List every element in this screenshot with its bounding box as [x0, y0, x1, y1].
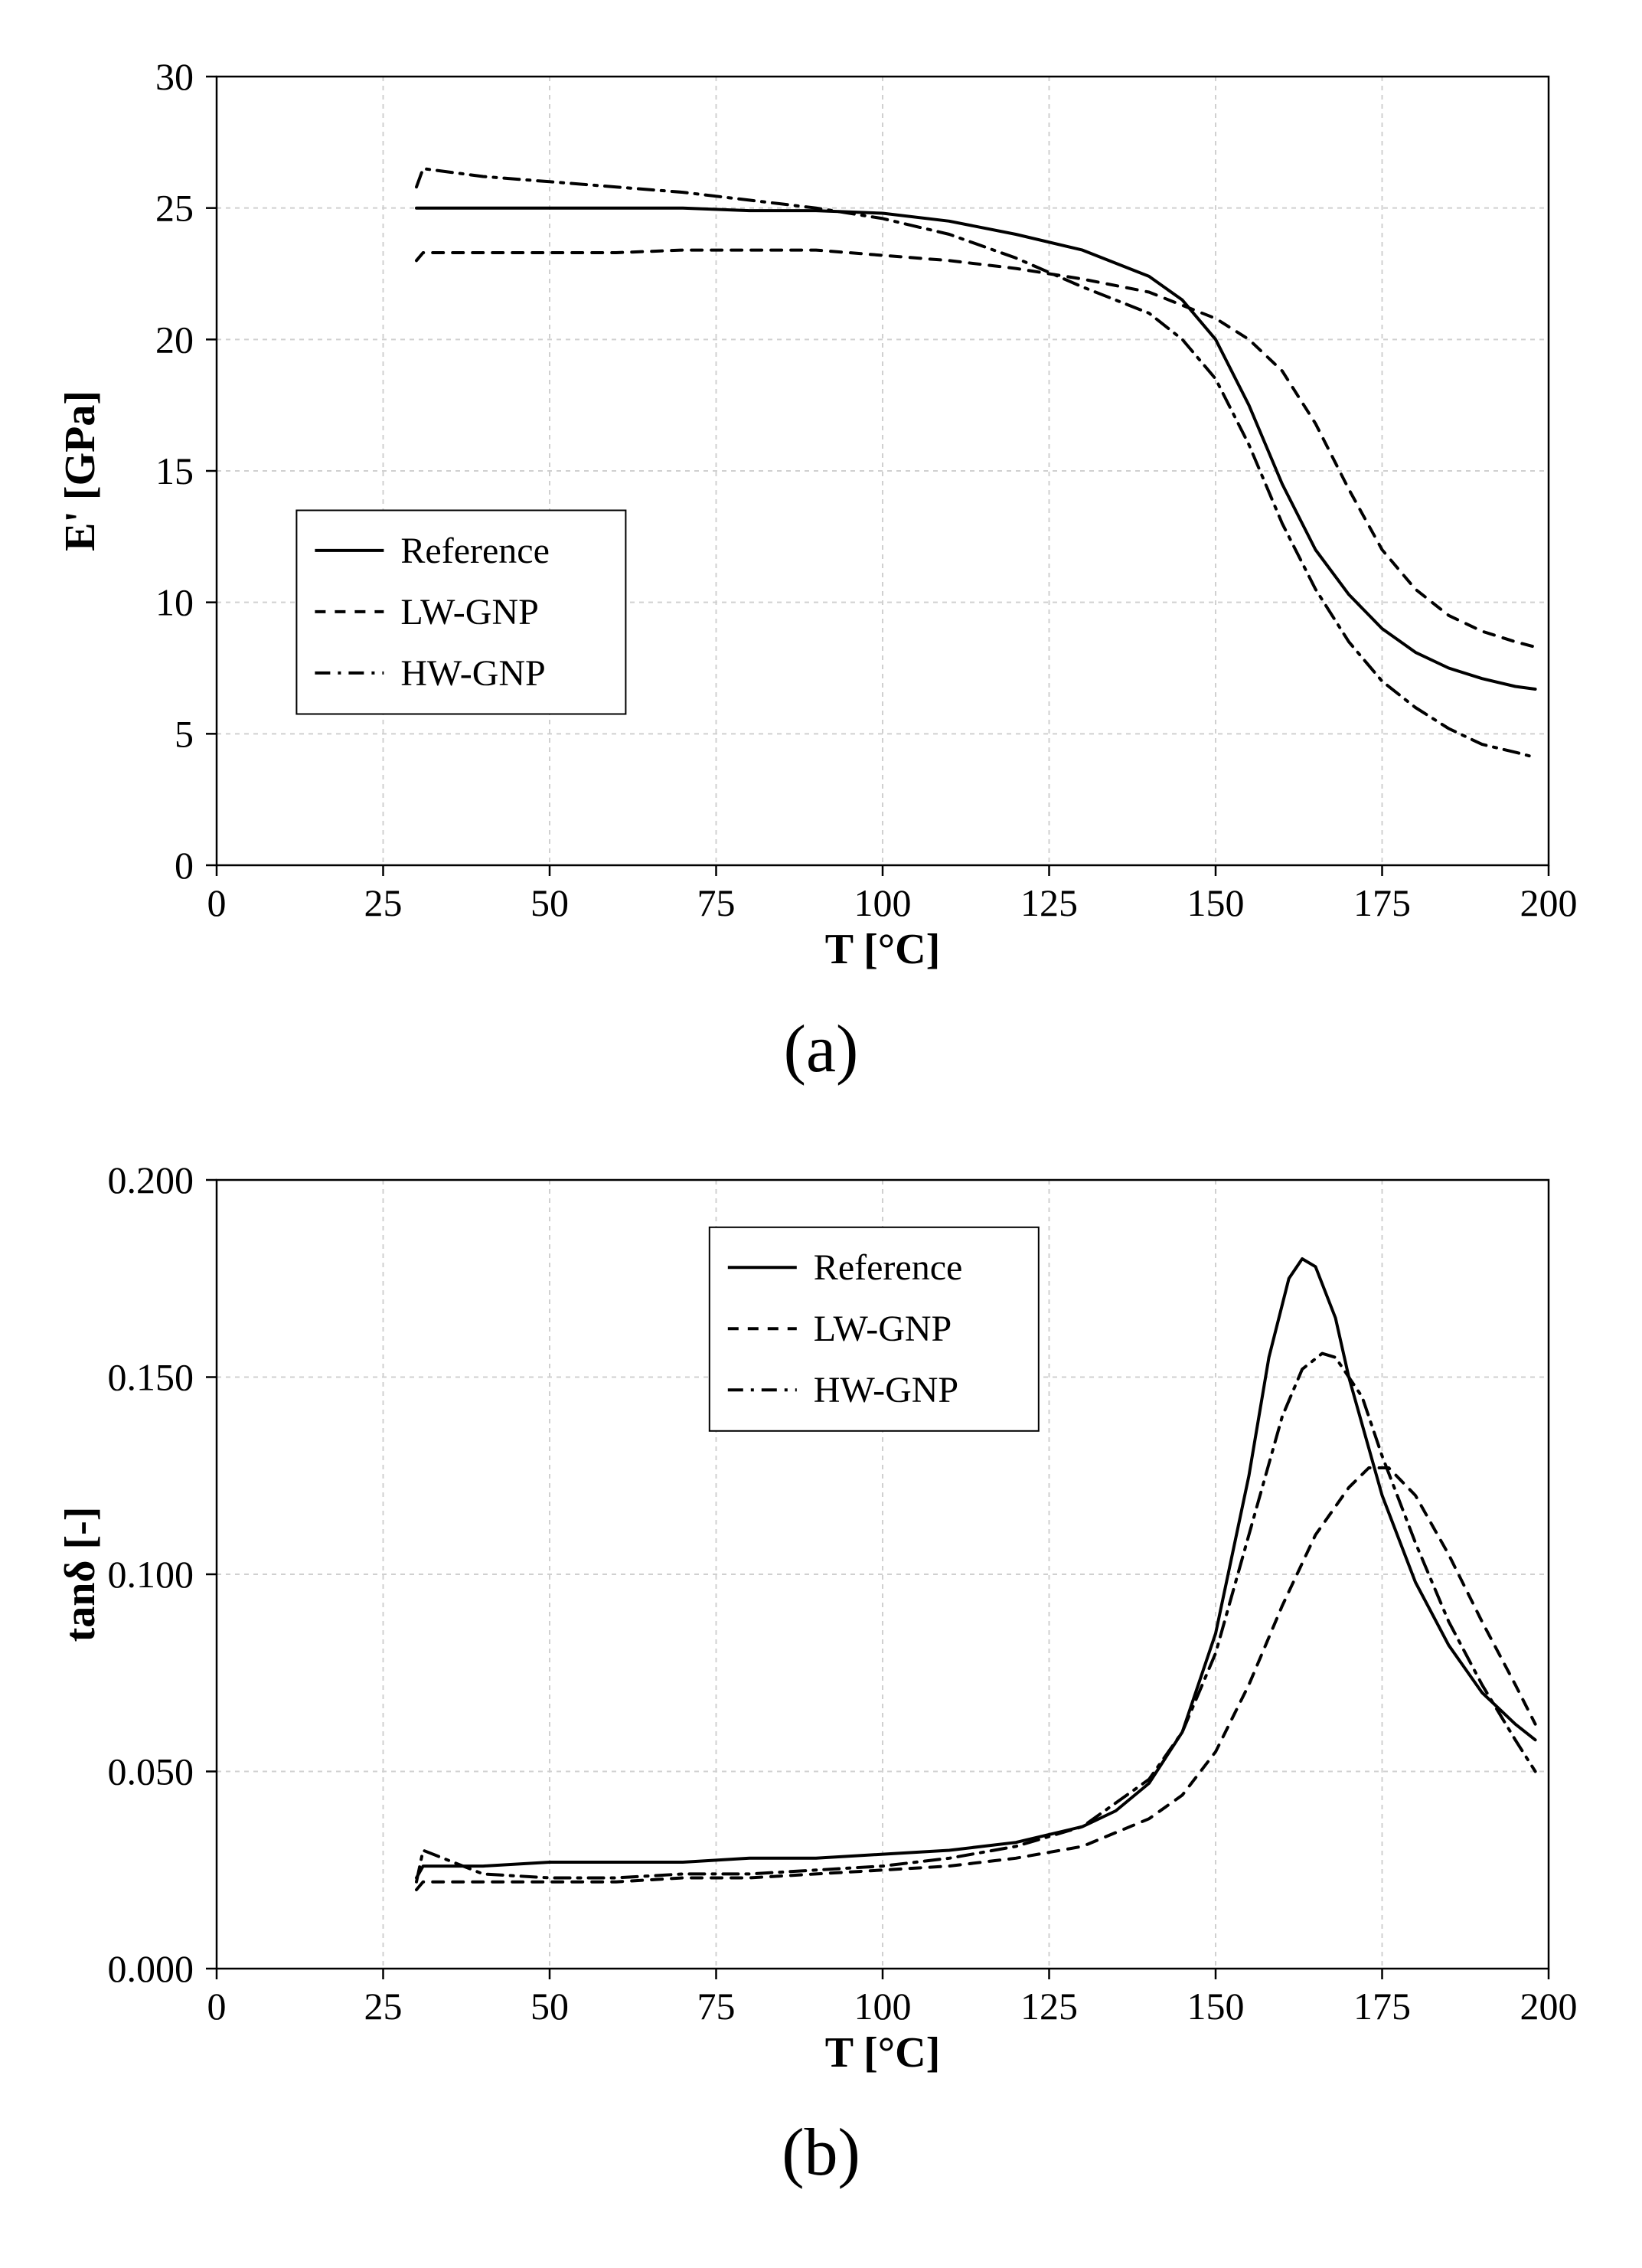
svg-text:100: 100 [854, 881, 911, 924]
svg-text:5: 5 [175, 712, 194, 755]
svg-text:tanδ [-]: tanδ [-] [57, 1507, 104, 1642]
chart-a-svg: 0 25 50 75 100 125 150 175 200 0 5 10 15 20 25 30 T [°C]… [56, 46, 1587, 988]
figure-page: 0 25 50 75 100 125 150 175 200 0 5 10 15 20 25 30 T [°C]… [0, 0, 1642, 2268]
panel-a-label: (a) [784, 1011, 859, 1088]
svg-text:0.050: 0.050 [107, 1750, 194, 1793]
svg-text:HW-GNP: HW-GNP [400, 653, 545, 694]
svg-text:0.150: 0.150 [107, 1356, 194, 1399]
svg-text:0: 0 [175, 844, 194, 887]
svg-text:0: 0 [207, 881, 226, 924]
svg-text:Reference: Reference [400, 531, 550, 571]
svg-text:200: 200 [1520, 881, 1577, 924]
svg-text:0.000: 0.000 [107, 1947, 194, 1990]
svg-text:125: 125 [1020, 1985, 1078, 2028]
svg-text:200: 200 [1520, 1985, 1577, 2028]
svg-text:Reference: Reference [813, 1247, 962, 1288]
svg-text:25: 25 [155, 187, 194, 230]
svg-text:30: 30 [155, 55, 194, 98]
svg-text:LW-GNP: LW-GNP [400, 592, 538, 632]
svg-text:20: 20 [155, 318, 194, 361]
svg-text:175: 175 [1353, 1985, 1411, 2028]
panel-b-label: (b) [782, 2114, 860, 2191]
svg-text:15: 15 [155, 449, 194, 492]
svg-text:T [°C]: T [°C] [824, 2029, 939, 2077]
svg-text:0.200: 0.200 [107, 1159, 194, 1201]
svg-text:75: 75 [697, 1985, 735, 2028]
svg-text:125: 125 [1020, 881, 1078, 924]
svg-text:0.100: 0.100 [107, 1553, 194, 1596]
panel-b: 0 25 50 75 100 125 150 175 200 0.000 0.050 0.100 0.1… [31, 1149, 1611, 2191]
svg-text:E' [GPa]: E' [GPa] [57, 391, 104, 551]
svg-text:75: 75 [697, 881, 735, 924]
svg-text:150: 150 [1187, 1985, 1244, 2028]
svg-text:150: 150 [1187, 881, 1244, 924]
svg-text:10: 10 [155, 581, 194, 624]
svg-text:100: 100 [854, 1985, 911, 2028]
svg-text:LW-GNP: LW-GNP [813, 1309, 951, 1349]
svg-text:50: 50 [530, 1985, 569, 2028]
svg-text:HW-GNP: HW-GNP [813, 1370, 958, 1410]
chart-b-svg: 0 25 50 75 100 125 150 175 200 0.000 0.050 0.100 0.1… [56, 1149, 1587, 2091]
svg-text:0: 0 [207, 1985, 226, 2028]
panel-a: 0 25 50 75 100 125 150 175 200 0 5 10 15 20 25 30 T [°C]… [31, 46, 1611, 1088]
svg-text:175: 175 [1353, 881, 1411, 924]
svg-text:T [°C]: T [°C] [824, 926, 939, 973]
svg-text:25: 25 [364, 1985, 402, 2028]
svg-text:50: 50 [530, 881, 569, 924]
svg-text:25: 25 [364, 881, 402, 924]
